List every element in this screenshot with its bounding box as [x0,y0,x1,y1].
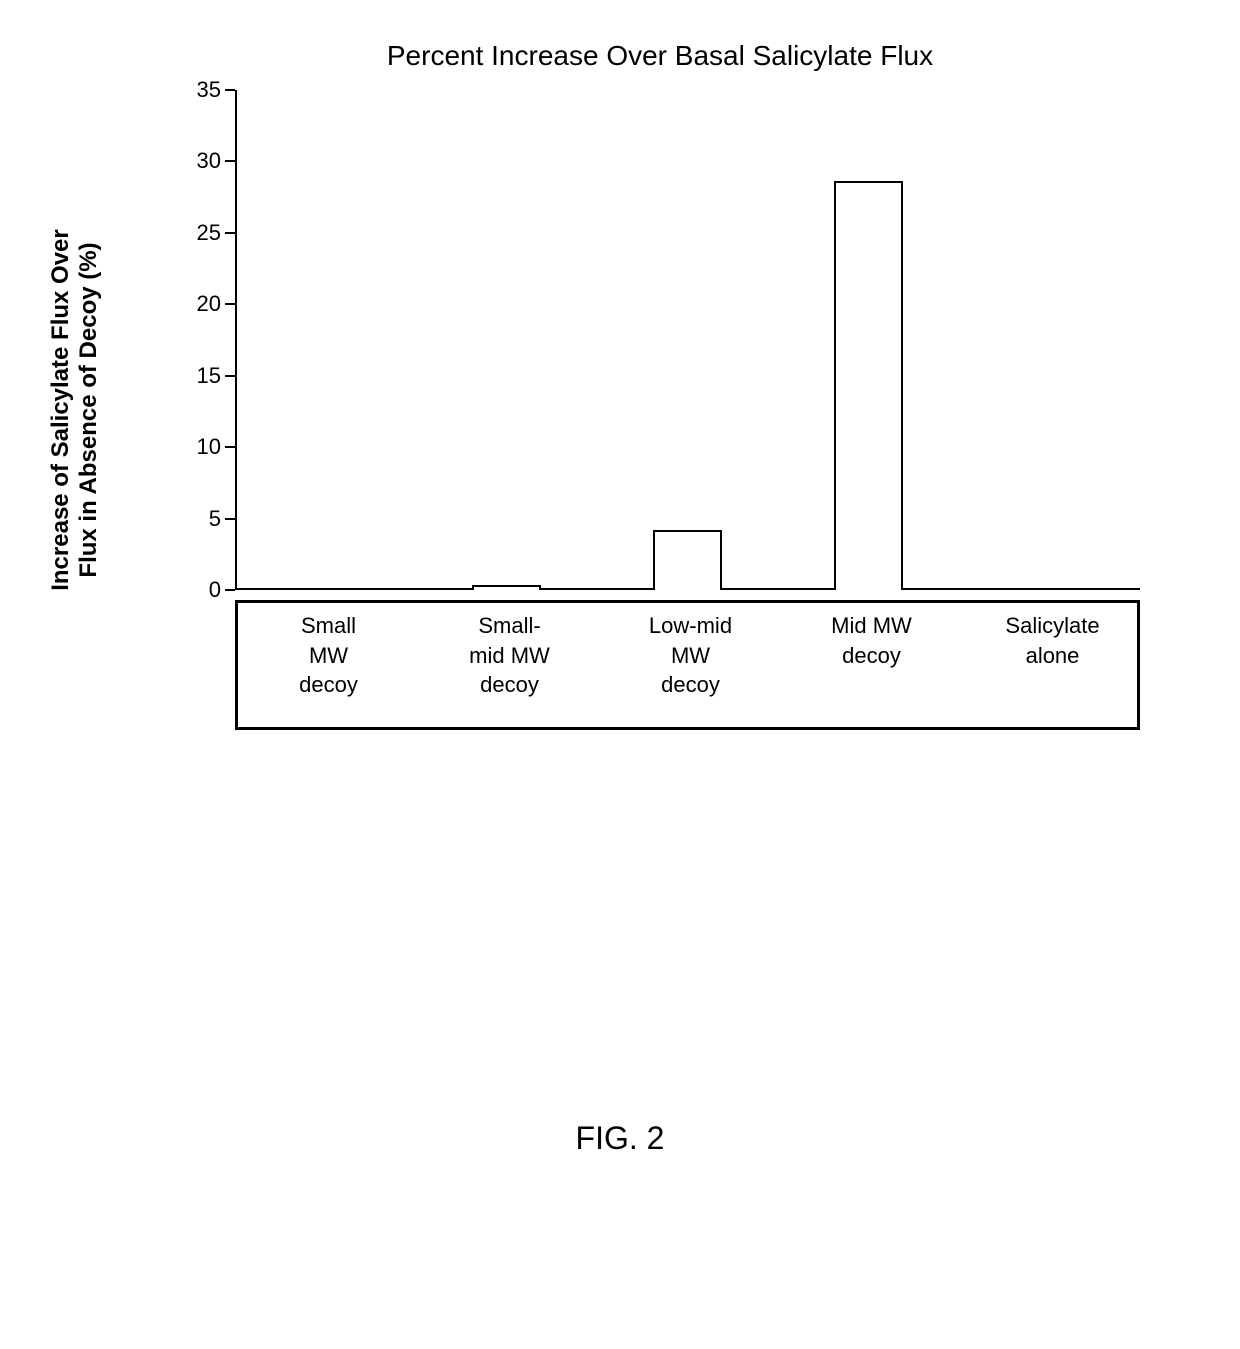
chart-container: Percent Increase Over Basal Salicylate F… [60,40,1140,730]
x-category-label: Mid MW decoy [781,611,962,670]
x-category-label: Low-mid MW decoy [600,611,781,700]
y-tick [225,303,235,305]
bar [291,588,360,590]
plot-inner: 05101520253035 [235,90,1140,590]
bar [472,585,541,590]
bar [653,530,722,590]
y-tick [225,446,235,448]
y-tick [225,160,235,162]
x-category-label: Salicylate alone [962,611,1143,670]
y-tick [225,232,235,234]
y-tick-label: 20 [197,291,221,317]
y-tick [225,375,235,377]
y-tick [225,89,235,91]
y-tick-label: 10 [197,434,221,460]
chart-title: Percent Increase Over Basal Salicylate F… [180,40,1140,72]
y-tick-label: 15 [197,363,221,389]
y-axis-label: Increase of Salicylate Flux Over Flux in… [47,150,103,670]
x-category-label: Small- mid MW decoy [419,611,600,700]
figure-caption: FIG. 2 [0,1120,1240,1157]
bars-layer [235,90,1140,590]
x-category-labels-box: Small MW decoySmall- mid MW decoyLow-mid… [235,600,1140,730]
bar [834,181,903,590]
chart-body: Increase of Salicylate Flux Over Flux in… [60,90,1140,730]
plot-area: 05101520253035 [200,90,1140,590]
bar [1015,588,1084,590]
y-tick-label: 30 [197,148,221,174]
y-tick-label: 25 [197,220,221,246]
y-tick [225,518,235,520]
x-category-label: Small MW decoy [238,611,419,700]
y-tick-label: 35 [197,77,221,103]
page: Percent Increase Over Basal Salicylate F… [0,0,1240,1349]
y-tick [225,589,235,591]
y-tick-label: 0 [209,577,221,603]
y-tick-label: 5 [209,506,221,532]
